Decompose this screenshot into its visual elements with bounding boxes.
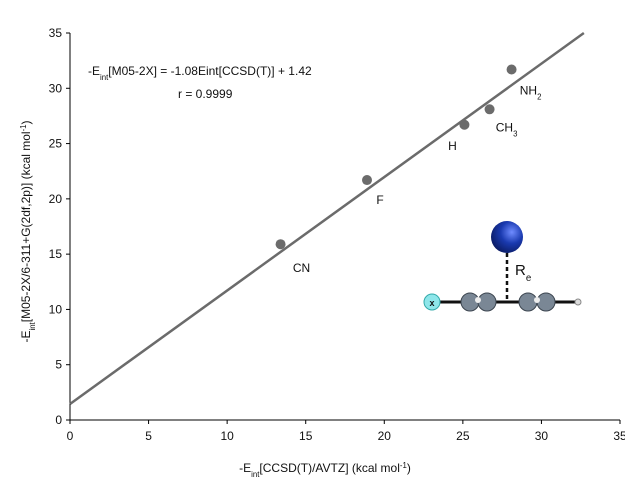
atom: [475, 297, 481, 303]
x-tick-label: 5: [145, 429, 152, 443]
text-segment: [M05-2X/6-311+G(2df,2p)] (kcal mol: [19, 131, 33, 322]
text-segment: NH: [520, 83, 537, 97]
y-axis-label: -Eint[M05-2X/6-311+G(2df,2p)] (kcal mol-…: [19, 120, 37, 342]
text-segment: r = 0.9999: [178, 87, 233, 101]
y-tick-label: 30: [49, 81, 63, 95]
text-segment: [M05-2X] = -1.08Eint[CCSD(T)] + 1.42: [108, 64, 312, 78]
x-tick-label: 25: [456, 429, 470, 443]
inset-molecule: x Re: [423, 221, 582, 312]
x-tick-label: 15: [299, 429, 313, 443]
text-segment: int: [28, 321, 37, 330]
x-tick-label: 30: [535, 429, 549, 443]
point-label: CH3: [496, 120, 518, 138]
y-tick-label: 20: [49, 192, 63, 206]
x-tick-label: 10: [220, 429, 234, 443]
text-segment: int: [100, 73, 109, 82]
y-tick-label: 15: [49, 247, 63, 261]
atom: [536, 292, 556, 312]
point-label: CN: [293, 261, 310, 275]
y-tick-label: 35: [49, 26, 63, 40]
x-axis-label: -Eint[CCSD(T)/AVTZ] (kcal mol-1): [239, 461, 411, 479]
atom: [574, 298, 582, 306]
substituent-label: x: [429, 298, 434, 308]
text-segment: CH: [496, 120, 513, 134]
atom: [477, 292, 497, 312]
text-segment: -1: [19, 124, 28, 131]
x-tick-label: 35: [613, 429, 625, 443]
y-tick-label: 25: [49, 137, 63, 151]
atom: [534, 297, 540, 303]
fit-line: [69, 31, 585, 405]
atom: [518, 292, 538, 312]
text-segment: R: [515, 262, 526, 279]
y-tick-label: 0: [55, 413, 62, 427]
text-segment: H: [448, 139, 457, 153]
x-tick-label: 0: [67, 429, 74, 443]
y-tick-label: 5: [55, 358, 62, 372]
equation: -Eint[M05-2X] = -1.08Eint[CCSD(T)] + 1.4…: [88, 64, 312, 82]
point-label: H: [448, 139, 457, 153]
x-tick-label: 20: [378, 429, 392, 443]
point: [275, 239, 286, 250]
point: [459, 119, 470, 130]
text-segment: e: [526, 273, 531, 284]
text-segment: -E: [19, 331, 33, 343]
text-segment: 3: [513, 129, 517, 138]
text-segment: CN: [293, 261, 310, 275]
text-segment: F: [376, 193, 383, 207]
point: [506, 64, 517, 75]
point: [484, 104, 495, 115]
text-segment: [CCSD(T)/AVTZ] (kcal mol: [259, 461, 399, 475]
point-label: NH2: [520, 83, 542, 101]
text-segment: ): [19, 120, 33, 124]
text-segment: ): [407, 461, 411, 475]
point: [362, 175, 372, 186]
text-segment: -E: [88, 64, 100, 78]
distance-label: Re: [515, 262, 531, 284]
text-segment: 2: [537, 92, 541, 101]
substituent: [423, 293, 441, 311]
text-segment: int: [251, 470, 260, 479]
metal-ion: [491, 221, 523, 253]
text-segment: -E: [239, 461, 251, 475]
point-label: F: [376, 193, 383, 207]
correlation: r = 0.9999: [178, 87, 233, 101]
y-tick-label: 10: [49, 302, 63, 316]
text-segment: -1: [400, 461, 407, 470]
